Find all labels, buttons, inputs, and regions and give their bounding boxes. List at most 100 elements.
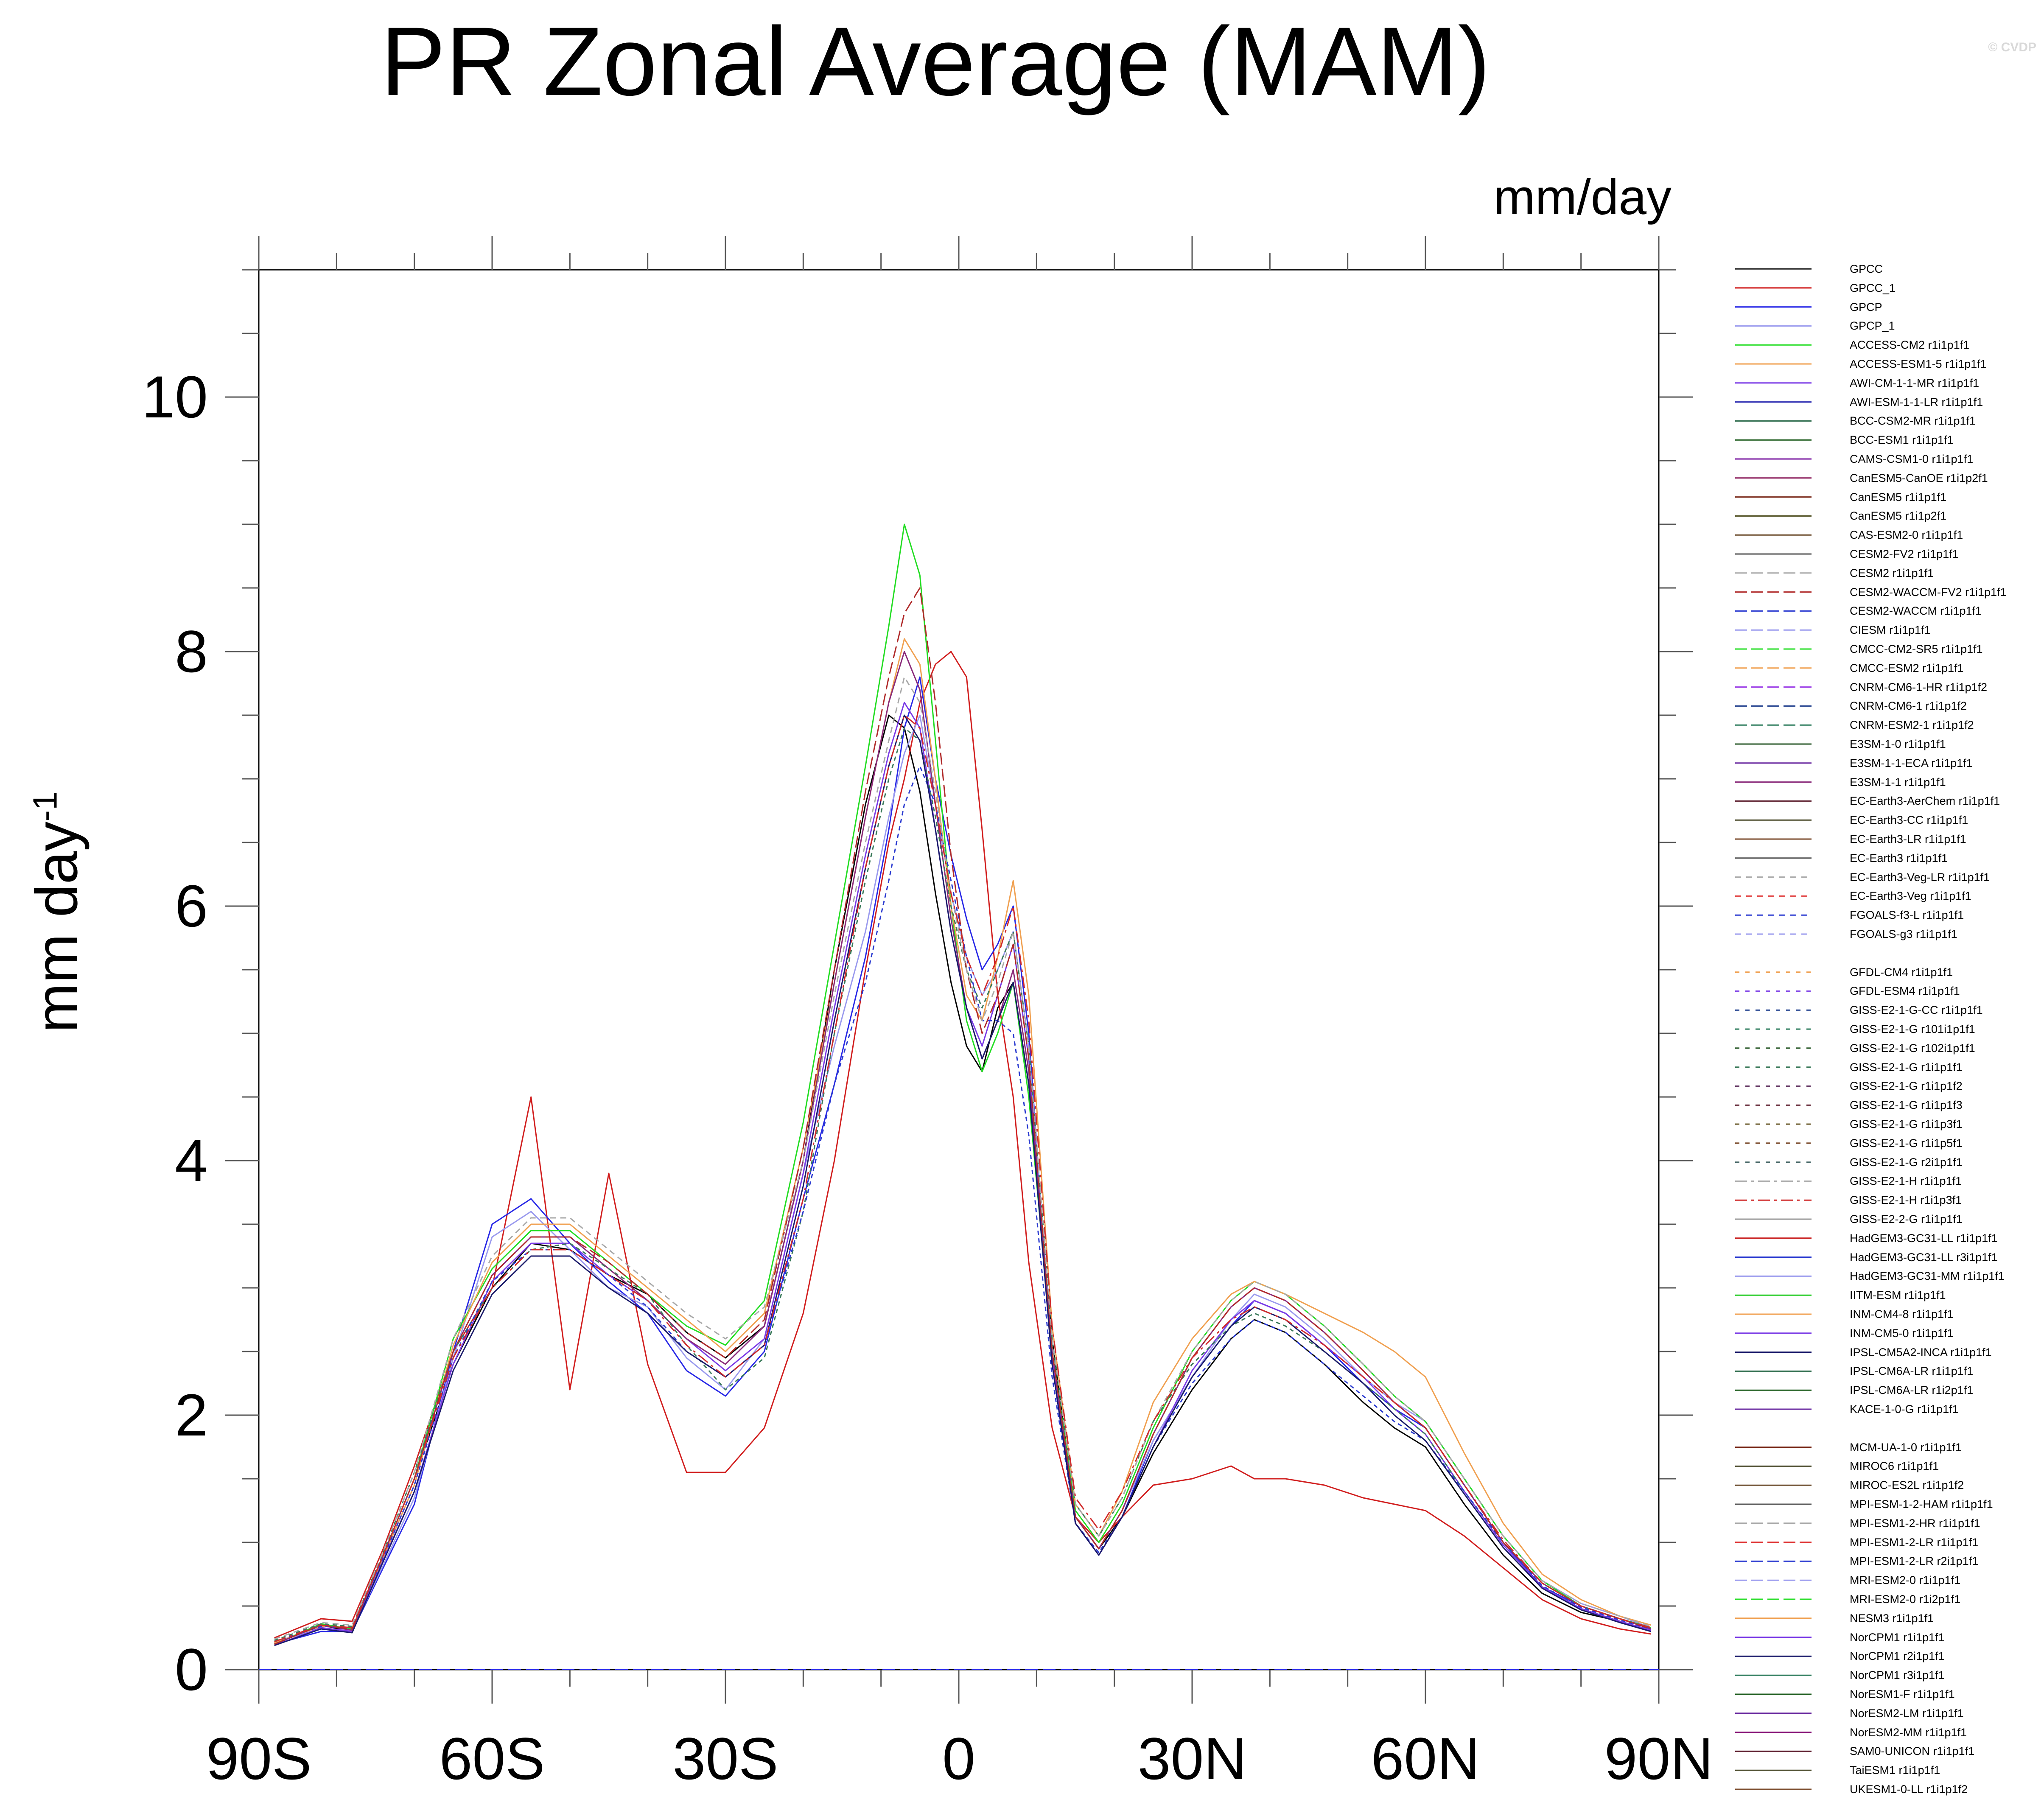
legend-label: HadGEM3-GC31-LL r1i1p1f1 (1850, 1231, 1998, 1245)
legend-label: CMCC-ESM2 r1i1p1f1 (1850, 661, 1964, 674)
legend-label: ACCESS-CM2 r1i1p1f1 (1850, 339, 1970, 352)
legend-label: CESM2 r1i1p1f1 (1850, 566, 1934, 579)
series-line (274, 587, 1652, 1645)
series-line (274, 651, 1652, 1645)
legend-label: GISS-E2-1-G r1i1p1f1 (1850, 1060, 1963, 1074)
legend-label: NorESM2-LM r1i1p1f1 (1850, 1707, 1964, 1720)
series-line (274, 714, 1652, 1645)
legend-label: BCC-CSM2-MR r1i1p1f1 (1850, 414, 1976, 428)
legend-label: MPI-ESM-1-2-HAM r1i1p1f1 (1850, 1498, 1993, 1511)
legend-label: IPSL-CM6A-LR r1i2p1f1 (1850, 1384, 1974, 1397)
legend-label: CESM2-WACCM-FV2 r1i1p1f1 (1850, 585, 2007, 599)
legend-label: AWI-ESM-1-1-LR r1i1p1f1 (1850, 395, 1983, 409)
series-group (274, 523, 1652, 1646)
legend-label: MPI-ESM1-2-LR r2i1p1f1 (1850, 1555, 1979, 1568)
legend-label: EC-Earth3 r1i1p1f1 (1850, 851, 1948, 865)
legend-label: HadGEM3-GC31-MM r1i1p1f1 (1850, 1270, 2005, 1283)
legend-label: EC-Earth3-AerChem r1i1p1f1 (1850, 795, 2000, 808)
x-tick-label: 90S (206, 1725, 312, 1792)
legend-label: GISS-E2-1-H r1i1p1f1 (1850, 1175, 1962, 1188)
legend-label: GISS-E2-1-H r1i1p3f1 (1850, 1194, 1962, 1207)
legend-label: FGOALS-f3-L r1i1p1f1 (1850, 909, 1964, 922)
legend-label: GISS-E2-1-G r1i1p3f1 (1850, 1118, 1963, 1130)
legend-lines (1735, 268, 1812, 1790)
legend-label: CNRM-CM6-1-HR r1i1p1f2 (1850, 680, 1988, 694)
legend-label: GISS-E2-1-G-CC r1i1p1f1 (1850, 1004, 1983, 1017)
legend-label: IPSL-CM5A2-INCA r1i1p1f1 (1850, 1346, 1992, 1359)
legend-label: CMCC-CM2-SR5 r1i1p1f1 (1850, 643, 1983, 655)
legend-label: GISS-E2-1-G r101i1p1f1 (1850, 1023, 1975, 1035)
series-line (274, 727, 1652, 1641)
series-line (274, 638, 1652, 1644)
legend-label: MIROC6 r1i1p1f1 (1850, 1460, 1939, 1473)
legend-label: GPCC (1850, 263, 1883, 275)
legend-label: MPI-ESM1-2-HR r1i1p1f1 (1850, 1517, 1980, 1530)
legend-label: GFDL-CM4 r1i1p1f1 (1850, 965, 1953, 979)
legend-label: CanESM5 r1i1p2f1 (1850, 509, 1947, 523)
legend-label: ACCESS-ESM1-5 r1i1p1f1 (1850, 358, 1987, 370)
series-line (274, 765, 1652, 1643)
legend-label: GISS-E2-1-G r2i1p1f1 (1850, 1156, 1963, 1169)
legend-label: TaiESM1 r1i1p1f1 (1850, 1764, 1940, 1777)
legend-label: GISS-E2-1-G r102i1p1f1 (1850, 1041, 1975, 1055)
legend-label: MIROC-ES2L r1i1p1f2 (1850, 1479, 1964, 1492)
y-tick-label: 0 (175, 1636, 208, 1703)
legend-label: UKESM1-0-LL r1i1p1f2 (1850, 1783, 1968, 1796)
y-tick-label: 4 (175, 1127, 208, 1194)
legend-label: MCM-UA-1-0 r1i1p1f1 (1850, 1441, 1962, 1454)
legend-label: EC-Earth3-Veg r1i1p1f1 (1850, 890, 1971, 903)
legend-label: MRI-ESM2-0 r1i2p1f1 (1850, 1593, 1961, 1606)
legend-label: GISS-E2-1-G r1i1p1f2 (1850, 1080, 1963, 1093)
legend-label: CNRM-ESM2-1 r1i1p1f2 (1850, 719, 1974, 732)
legend-label: GFDL-ESM4 r1i1p1f1 (1850, 985, 1960, 998)
legend-label: INM-CM4-8 r1i1p1f1 (1850, 1308, 1954, 1321)
watermark: © CVDP (1988, 40, 2036, 54)
series-line (274, 714, 1652, 1643)
legend-label: CIESM r1i1p1f1 (1850, 624, 1931, 637)
legend-label: GISS-E2-1-G r1i1p1f3 (1850, 1099, 1963, 1112)
legend-label: EC-Earth3-CC r1i1p1f1 (1850, 814, 1968, 827)
x-tick-label: 60N (1371, 1725, 1480, 1792)
legend-label: CAMS-CSM1-0 r1i1p1f1 (1850, 453, 1974, 465)
legend-label: NorCPM1 r3i1p1f1 (1850, 1669, 1945, 1682)
series-line (274, 676, 1652, 1640)
series-line (274, 651, 1651, 1639)
legend-label: GPCC_1 (1850, 281, 1896, 294)
legend-label: BCC-ESM1 r1i1p1f1 (1850, 434, 1954, 447)
legend-label: INM-CM5-0 r1i1p1f1 (1850, 1326, 1954, 1340)
legend-label: EC-Earth3-LR r1i1p1f1 (1850, 833, 1966, 845)
legend-label: MRI-ESM2-0 r1i1p1f1 (1850, 1574, 1961, 1587)
legend-label: CESM2-WACCM r1i1p1f1 (1850, 604, 1982, 618)
series-line (274, 523, 1652, 1645)
units-label: mm/day (1493, 169, 1672, 225)
legend-label: EC-Earth3-Veg-LR r1i1p1f1 (1850, 870, 1990, 884)
series-line (274, 676, 1652, 1645)
series-line (274, 714, 1652, 1646)
legend-label: CanESM5 r1i1p1f1 (1850, 490, 1947, 504)
y-tick-label: 2 (175, 1382, 208, 1448)
legend-label: FGOALS-g3 r1i1p1f1 (1850, 928, 1957, 940)
legend-label: NorCPM1 r1i1p1f1 (1850, 1631, 1945, 1644)
legend-label: MPI-ESM1-2-LR r1i1p1f1 (1850, 1536, 1979, 1549)
x-tick-label: 30N (1137, 1725, 1247, 1792)
legend-label: GISS-E2-1-G r1i1p5f1 (1850, 1136, 1963, 1150)
chart-title: PR Zonal Average (MAM) (380, 7, 1491, 116)
legend-label: E3SM-1-1-ECA r1i1p1f1 (1850, 756, 1973, 769)
legend-label: NorESM1-F r1i1p1f1 (1850, 1688, 1955, 1701)
legend-label: HadGEM3-GC31-LL r3i1p1f1 (1850, 1251, 1998, 1264)
legend-label: NESM3 r1i1p1f1 (1850, 1612, 1934, 1625)
y-tick-label: 10 (142, 364, 208, 430)
legend-label: GPCP (1850, 300, 1882, 313)
legend-label: E3SM-1-1 r1i1p1f1 (1850, 775, 1946, 789)
y-tick-label: 6 (175, 873, 208, 939)
x-tick-label: 90N (1604, 1725, 1714, 1792)
x-tick-label: 0 (942, 1725, 975, 1792)
legend-label: KACE-1-0-G r1i1p1f1 (1850, 1403, 1959, 1416)
x-tick-label: 60S (439, 1725, 545, 1792)
series-line (274, 714, 1652, 1643)
x-tick-label: 30S (672, 1725, 778, 1792)
series-line (274, 702, 1652, 1646)
legend-label: CanESM5-CanOE r1i1p2f1 (1850, 471, 1988, 484)
legend-label: E3SM-1-0 r1i1p1f1 (1850, 738, 1946, 750)
